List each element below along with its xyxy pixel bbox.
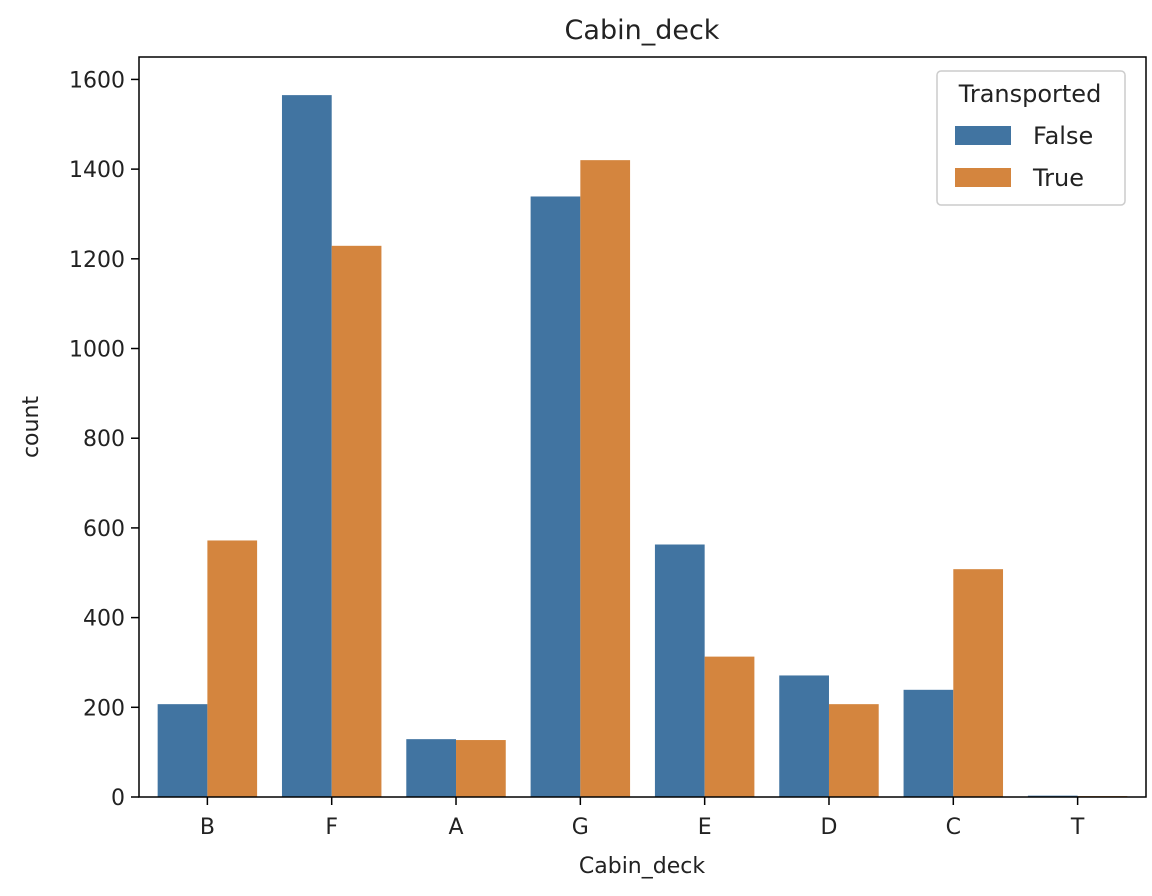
plot-frame xyxy=(138,56,1147,798)
y-tick-label: 200 xyxy=(83,696,125,721)
chart-title: Cabin_deck xyxy=(565,15,720,46)
y-tick-label: 400 xyxy=(83,607,125,632)
bar-e-true xyxy=(704,656,755,797)
legend-label-true: True xyxy=(1032,164,1084,192)
x-tick-label-t: T xyxy=(1070,815,1085,840)
y-tick-label: 0 xyxy=(111,786,125,811)
x-tick-label-f: F xyxy=(325,815,338,840)
bar-d-true xyxy=(828,704,879,797)
bar-b-true xyxy=(207,540,258,797)
bar-e-false xyxy=(654,544,705,797)
y-tick-label: 600 xyxy=(83,517,125,542)
bar-f-false xyxy=(281,95,332,798)
legend-label-false: False xyxy=(1033,122,1093,150)
x-tick-label-c: C xyxy=(946,815,961,840)
legend-swatch-false xyxy=(955,126,1011,145)
x-axis-title: Cabin_deck xyxy=(579,854,705,879)
y-axis-title: count xyxy=(19,396,44,458)
x-tick-label-e: E xyxy=(698,815,712,840)
bar-a-false xyxy=(406,739,457,797)
y-axis-ticks: 0 200 400 600 800 1000 1200 1400 1600 xyxy=(69,68,139,811)
x-tick-label-g: G xyxy=(572,815,589,840)
legend-title: Transported xyxy=(958,80,1102,108)
y-tick-label: 1400 xyxy=(69,158,125,183)
bar-d-false xyxy=(779,675,829,797)
y-tick-label: 800 xyxy=(83,427,125,452)
y-tick-label: 1600 xyxy=(69,68,125,93)
y-tick-label: 1200 xyxy=(69,248,125,273)
legend: Transported False True xyxy=(936,70,1126,206)
bar-b-false xyxy=(157,704,208,797)
bar-c-true xyxy=(953,569,1004,797)
bar-g-true xyxy=(580,160,631,797)
y-tick-label: 1000 xyxy=(69,338,125,363)
bars-group xyxy=(157,95,1128,798)
bar-f-true xyxy=(331,245,382,797)
x-tick-label-d: D xyxy=(821,815,838,840)
x-tick-label-b: B xyxy=(200,815,215,840)
bar-a-true xyxy=(456,740,506,797)
bar-c-false xyxy=(903,689,954,797)
legend-swatch-true xyxy=(955,168,1011,187)
bar-g-false xyxy=(530,196,581,798)
x-tick-label-a: A xyxy=(448,815,463,840)
